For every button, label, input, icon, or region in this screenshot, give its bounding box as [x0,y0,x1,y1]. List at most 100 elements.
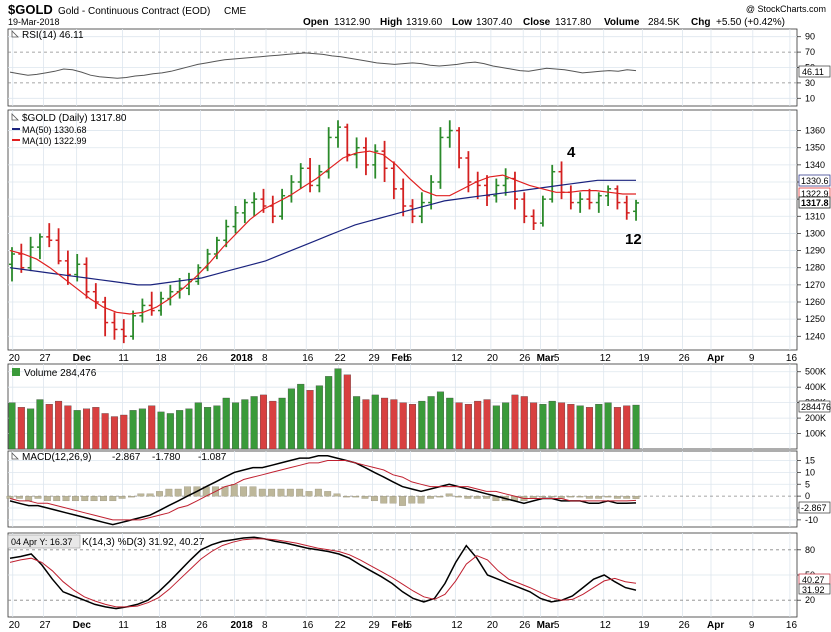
axis-tick-label: 200K [805,413,826,423]
macd-hist-bar [100,495,107,502]
macd-hist-bar [352,495,360,498]
volume-bar [250,396,258,450]
macd-signal-value: -1.780 [152,452,181,463]
date-label: 16 [302,353,314,364]
volume-bar [315,385,323,450]
macd-hist-bar [399,495,406,506]
macd-hist-bar [268,488,276,497]
volume-bar [567,404,575,450]
date-label: 5 [554,353,560,364]
price-tag-close: 1317.8 [798,196,831,209]
volume-bar [595,404,603,450]
macd-legend: MACD(12,26,9) -2.867 -1.780 -1.087 [11,452,227,463]
macd-hist-bar [258,488,266,497]
macd-hist-bar [230,484,238,497]
date-label: 26 [679,620,691,631]
expand-arrow-icon [11,30,19,38]
volume-bar [502,402,510,450]
close-tag-value: 1317.8 [801,198,829,208]
volume-bar [166,413,174,450]
rsi-last-tag: 46.11 [798,65,831,78]
stochastic-d-tag: 40.27 [802,575,825,585]
macd-hist-bar [109,495,117,502]
date-label: 18 [155,620,167,631]
macd-hist-bar [370,495,378,502]
macd-hist-bar [585,495,593,499]
wave-label-4: 4 [567,144,576,161]
volume-bar [409,404,417,450]
date-label: 20 [9,620,21,631]
volume-bar [604,402,612,450]
volume-bar [455,402,463,450]
date-label: Feb [391,353,409,364]
low-label: Low [452,17,472,28]
stochastic-title: K(14,3) %D(3) 31.92, 40.27 [82,537,205,548]
date-label: 11 [118,353,129,364]
macd-value: -2.867 [112,452,141,463]
volume-bar [446,397,454,450]
volume-bar [353,396,361,450]
volume-bar [232,402,240,450]
volume-bars [8,368,640,450]
volume-bar [36,399,44,450]
axis-tick-label: 30 [805,78,815,88]
volume-panel: 500K400K300K200K100K Volume 284,476 2844… [8,367,831,450]
volume-last-value: 284476 [801,402,831,412]
date-label: 5 [554,620,560,631]
macd-hist-bar [128,495,135,498]
chg-value: +5.50 (+0.42%) [716,17,785,28]
date-label: 16 [786,620,798,631]
axis-tick-label: 1310 [805,211,825,221]
volume-bar [520,396,528,450]
open-label: Open [303,17,329,28]
chart-header: $GOLD Gold - Continuous Contract (EOD) C… [8,2,826,28]
date-label: 8 [262,353,268,364]
date-label: Feb [391,620,409,631]
volume-bar [259,394,267,450]
volume-bar [436,391,444,450]
axis-tick-label: 10 [805,467,815,477]
ma10-legend: MA(10) 1322.99 [22,136,87,146]
axis-tick-label: 70 [805,47,815,57]
macd-hist-bar [417,495,425,504]
rsi-panel: 9070503010 RSI(14) 46.11 46.11 [8,30,831,103]
date-label: 29 [369,353,381,364]
volume-bar [343,374,351,450]
date-label: Mar [537,353,555,364]
date-label: 27 [40,620,52,631]
date-label: 19 [638,353,650,364]
volume-bar [511,394,519,450]
volume-bar [278,397,286,450]
macd-hist-bar [408,495,416,504]
macd-hist-bar [62,495,70,502]
macd-hist-bar [445,493,453,497]
axis-tick-label: 5 [805,479,810,489]
date-label: 2018 [230,353,253,364]
rsi-last-value: 46.11 [802,67,824,77]
date-label: 20 [9,353,21,364]
volume-bar [213,405,221,450]
macd-hist-bar [613,495,621,499]
axis-tick-label: 10 [805,93,815,103]
volume-bar [8,402,16,450]
macd-hist-bar [595,495,603,499]
volume-bar [548,400,556,450]
axis-tick-label: 1350 [805,143,825,153]
crosshair-tooltip [7,534,81,549]
volume-bar [92,407,100,450]
volume-bar [157,411,165,450]
macd-hist-bar [333,493,341,497]
macd-hist-bar [81,495,89,502]
volume-bar [464,404,472,450]
crosshair-tooltip-text: 04 Apr Y: 16.37 [11,537,72,547]
axis-tick-label: 1280 [805,263,825,273]
macd-hist-bar [137,493,145,497]
date-label: Apr [707,620,724,631]
open-value: 1312.90 [334,17,371,28]
macd-hist-bar [464,495,472,499]
macd-hist-bar [43,495,51,502]
ma50-line [9,179,636,286]
